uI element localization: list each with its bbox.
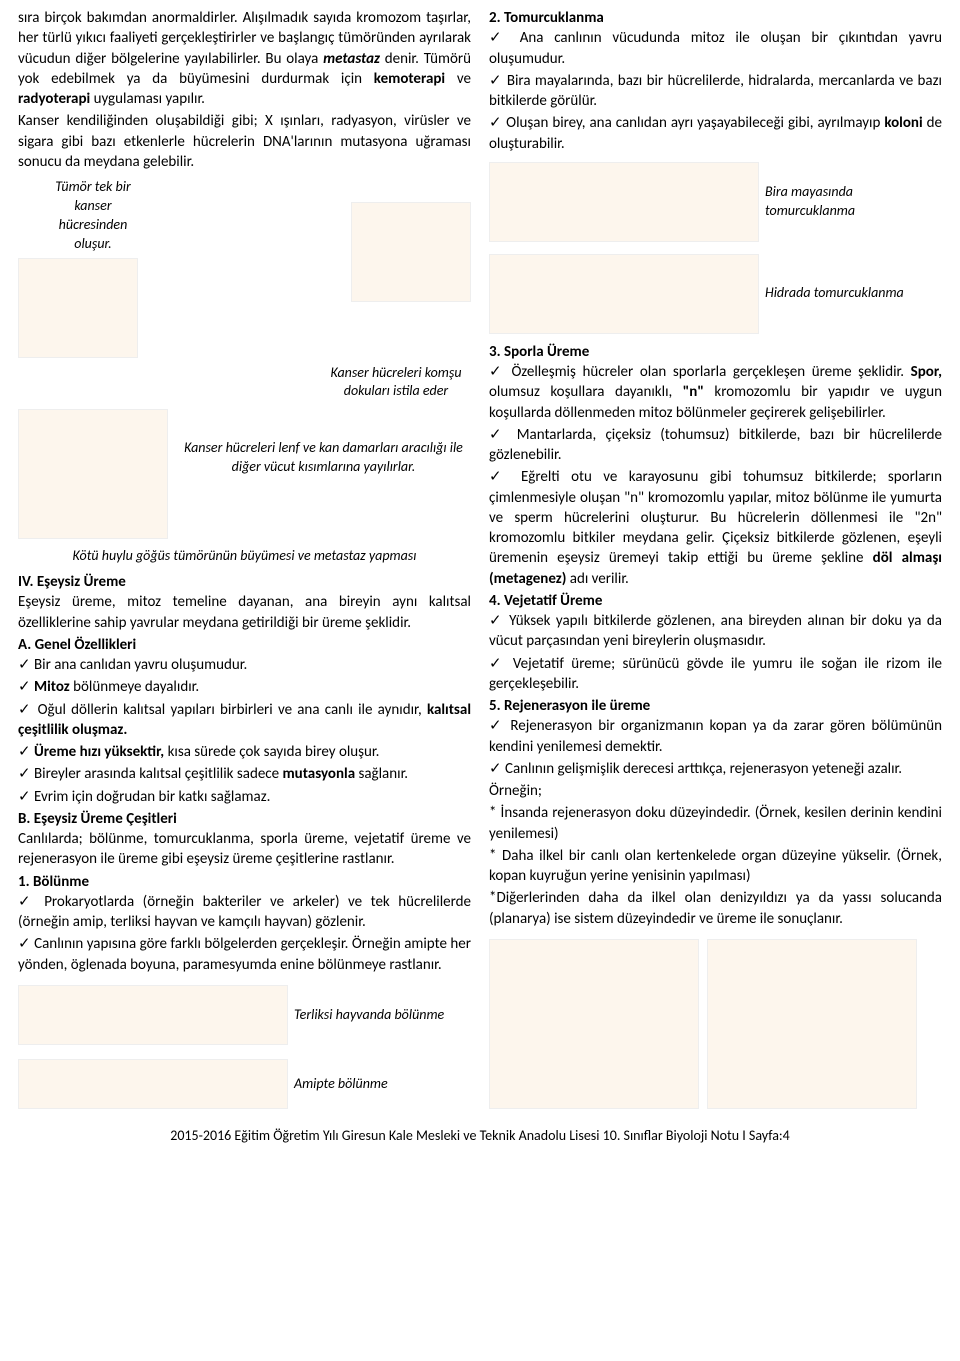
text: kısa sürede çok sayıda birey oluşur. (164, 743, 379, 761)
item-t2: Bira mayalarında, bazı bir hücrelilerde,… (489, 71, 942, 112)
caption-amip: Amipte bölünme (294, 1075, 471, 1094)
figure-terliksi (18, 985, 288, 1045)
item-r5: *Diğerlerinden daha da ilkel olan denizy… (489, 888, 942, 929)
figure-planarya (707, 939, 917, 1109)
figure-amip-row: Amipte bölünme (18, 1055, 471, 1113)
figure-bira-row: Bira mayasında tomurcuklanma (489, 158, 942, 246)
text: uygulaması yapılır. (90, 90, 205, 108)
caption-lenf: Kanser hücreleri lenf ve kan damarları a… (176, 439, 471, 477)
heading-4: 4. Vejetatif Üreme (489, 591, 942, 611)
caption-terliksi: Terliksi hayvanda bölünme (294, 1006, 471, 1025)
caption-istila: Kanser hücreleri komşu dokuları istila e… (321, 364, 471, 402)
figure-amip (18, 1059, 288, 1109)
figure-tumor-2 (351, 202, 471, 302)
figure-tumor-3 (18, 409, 168, 539)
item-s2: Mantarlarda, çiçeksiz (tohumsuz) bitkile… (489, 425, 942, 466)
paragraph-metastaz: sıra birçok bakımdan anormaldirler. Alış… (18, 8, 471, 109)
text: sağlanır. (355, 765, 408, 783)
heading-a: A. Genel Özellikleri (18, 635, 471, 655)
page-columns: sıra birçok bakımdan anormaldirler. Alış… (18, 8, 942, 1113)
caption-metastaz-main: Kötü huylu göğüs tümörünün büyümesi ve m… (18, 547, 471, 566)
heading-b: B. Eşeysiz Üreme Çeşitleri (18, 809, 471, 829)
item-a4: Üreme hızı yüksektir, kısa sürede çok sa… (18, 742, 471, 762)
page-footer: 2015-2016 Eğitim Öğretim Yılı Giresun Ka… (18, 1127, 942, 1146)
paragraph-kanser-dna: Kanser kendiliğinden oluşabildiği gibi; … (18, 111, 471, 172)
item-a3: Oğul döllerin kalıtsal yapıları birbirle… (18, 700, 471, 741)
figure-regen-row (489, 935, 942, 1113)
item-b2: Canlının yapısına göre farklı bölgelerde… (18, 934, 471, 975)
item-v2: Vejetatif üreme; sürünücü gövde ile yumr… (489, 654, 942, 695)
item-a2: Mitoz bölünmeye dayalıdır. (18, 677, 471, 697)
item-ornegin: Örneğin; (489, 781, 942, 801)
term-koloni: koloni (884, 114, 922, 132)
item-a1: Bir ana canlıdan yavru oluşumudur. (18, 655, 471, 675)
item-r1: Rejenerasyon bir organizmanın kopan ya d… (489, 716, 942, 757)
figure-denizyildizi (489, 939, 699, 1109)
right-column: 2. Tomurcuklanma Ana canlının vücudunda … (489, 8, 942, 1113)
item-b1: Prokaryotlarda (örneğin bakteriler ve ar… (18, 892, 471, 933)
term-metastaz: metastaz (323, 50, 380, 68)
paragraph-b: Canlılarda; bölünme, tomurcuklanma, spor… (18, 829, 471, 870)
item-t3: Oluşan birey, ana canlıdan ayrı yaşayabi… (489, 113, 942, 154)
item-r3: * İnsanda rejenerasyon doku düzeyindedir… (489, 803, 942, 844)
term-kemoterapi: kemoterapi (374, 70, 445, 88)
term-spor: Spor, (911, 363, 942, 381)
item-r2: Canlının gelişmişlik derecesi arttıkça, … (489, 759, 942, 779)
caption-bira: Bira mayasında tomurcuklanma (765, 183, 942, 221)
text: Oluşan birey, ana canlıdan ayrı yaşayabi… (506, 114, 884, 132)
heading-iv: IV. Eşeysiz Üreme (18, 572, 471, 592)
text: adı verilir. (566, 570, 628, 588)
caption-hidra: Hidrada tomurcuklanma (765, 284, 942, 303)
text: Özelleşmiş hücreler olan sporlarla gerçe… (511, 363, 910, 381)
figure-tumor-block: Tümör tek bir kanser hücresinden oluşur.… (18, 178, 471, 566)
paragraph-iv: Eşeysiz üreme, mitoz temeline dayanan, a… (18, 592, 471, 633)
term-mutasyon: mutasyonla (282, 765, 355, 783)
text: Bireyler arasında kalıtsal çeşitlilik sa… (34, 765, 283, 783)
text: Oğul döllerin kalıtsal yapıları birbirle… (38, 701, 427, 719)
item-a5: Bireyler arasında kalıtsal çeşitlilik sa… (18, 764, 471, 784)
left-column: sıra birçok bakımdan anormaldirler. Alış… (18, 8, 471, 1113)
term-mitoz: Mitoz (34, 678, 70, 696)
figure-tumor-1 (18, 258, 138, 358)
item-v1: Yüksek yapılı bitkilerde gözlenen, ana b… (489, 611, 942, 652)
text: bölünmeye dayalıdır. (70, 678, 199, 696)
heading-2: 2. Tomurcuklanma (489, 8, 942, 28)
item-a6: Evrim için doğrudan bir katkı sağlamaz. (18, 787, 471, 807)
item-r4: * Daha ilkel bir canlı olan kertenkelede… (489, 846, 942, 887)
item-t1: Ana canlının vücudunda mitoz ile oluşan … (489, 28, 942, 69)
figure-terliksi-row: Terliksi hayvanda bölünme (18, 981, 471, 1049)
heading-1: 1. Bölünme (18, 872, 471, 892)
text: olumsuz koşullara dayanıklı, (489, 383, 683, 401)
figure-hidra-row: Hidrada tomurcuklanma (489, 250, 942, 338)
heading-3: 3. Sporla Üreme (489, 342, 942, 362)
heading-5: 5. Rejenerasyon ile üreme (489, 696, 942, 716)
text: ve (445, 70, 471, 88)
figure-hidra (489, 254, 759, 334)
caption-tumor-origin: Tümör tek bir kanser hücresinden oluşur. (48, 178, 138, 254)
text-bold: Üreme hızı yüksektir, (34, 743, 164, 761)
term-radyoterapi: radyoterapi (18, 90, 90, 108)
item-s1: Özelleşmiş hücreler olan sporlarla gerçe… (489, 362, 942, 423)
figure-bira (489, 162, 759, 242)
item-s3: Eğrelti otu ve karayosunu gibi tohumsuz … (489, 467, 942, 589)
term-n: "n" (683, 383, 704, 401)
